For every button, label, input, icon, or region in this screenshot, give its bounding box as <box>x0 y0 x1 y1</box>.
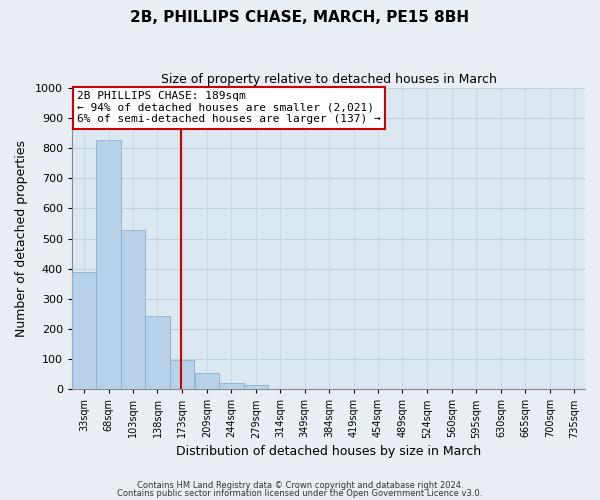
Text: 2B, PHILLIPS CHASE, MARCH, PE15 8BH: 2B, PHILLIPS CHASE, MARCH, PE15 8BH <box>130 10 470 25</box>
Y-axis label: Number of detached properties: Number of detached properties <box>15 140 28 337</box>
Text: Contains HM Land Registry data © Crown copyright and database right 2024.: Contains HM Land Registry data © Crown c… <box>137 481 463 490</box>
Bar <box>170 360 194 389</box>
Bar <box>121 230 145 389</box>
Bar <box>195 374 219 389</box>
Bar <box>145 316 170 389</box>
Text: Contains public sector information licensed under the Open Government Licence v3: Contains public sector information licen… <box>118 488 482 498</box>
Bar <box>97 140 121 389</box>
Bar <box>219 382 244 389</box>
Text: 2B PHILLIPS CHASE: 189sqm
← 94% of detached houses are smaller (2,021)
6% of sem: 2B PHILLIPS CHASE: 189sqm ← 94% of detac… <box>77 91 381 124</box>
X-axis label: Distribution of detached houses by size in March: Distribution of detached houses by size … <box>176 444 481 458</box>
Title: Size of property relative to detached houses in March: Size of property relative to detached ho… <box>161 72 496 86</box>
Bar <box>72 272 97 389</box>
Bar <box>244 385 268 389</box>
